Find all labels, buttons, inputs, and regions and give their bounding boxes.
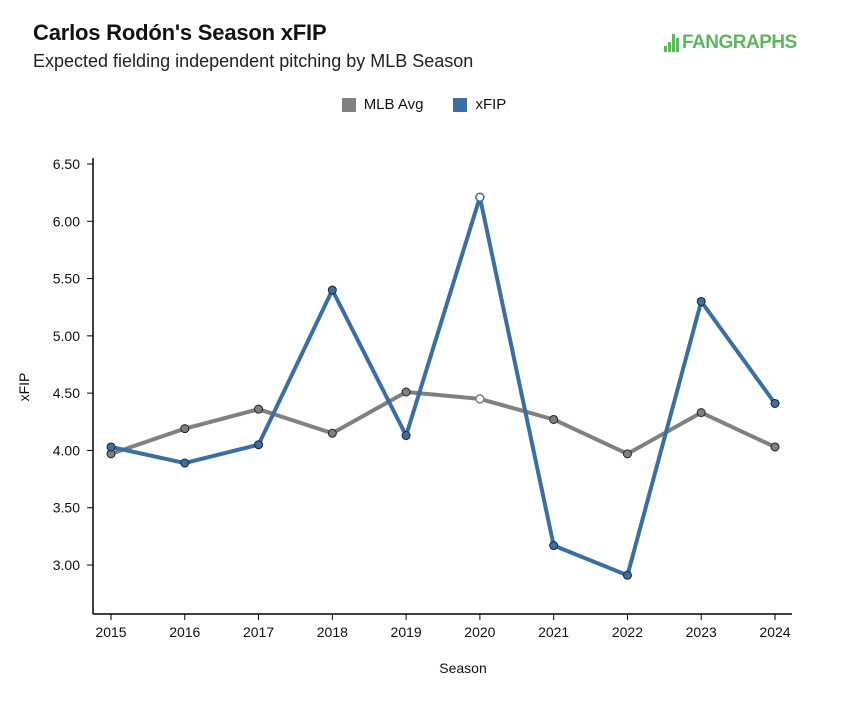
data-point-xfip [180,458,190,468]
y-tick-label: 4.50 [53,385,80,401]
data-point-mlb-avg [180,424,190,434]
data-point-mlb-avg [770,442,780,452]
chart-axis-labels: 3.00 3.50 4.00 4.50 5.00 5.50 6.00 6.50 2015 2016… [16,156,791,676]
y-tick-label: 3.50 [53,500,80,516]
data-point-xfip [401,431,411,441]
x-tick-label: 2021 [538,624,569,640]
data-point-xfip [475,192,485,202]
x-tick-label: 2024 [759,624,790,640]
data-point-xfip [622,570,632,580]
y-tick-label: 4.00 [53,442,80,458]
x-axis-title: Season [439,660,486,676]
y-tick-label: 5.50 [53,271,80,287]
data-point-xfip [770,398,780,408]
data-point-mlb-avg [549,414,559,424]
data-point-xfip [549,541,559,551]
x-tick-label: 2022 [612,624,643,640]
series-line-xfip [109,195,777,578]
chart-title: Carlos Rodón's Season xFIP [33,20,327,45]
data-point-mlb-avg [401,387,411,397]
x-tick-label: 2015 [95,624,126,640]
x-tick-label: 2016 [169,624,200,640]
data-point-xfip [106,442,116,452]
x-tick-label: 2019 [391,624,422,640]
data-point-mlb-avg [254,404,264,414]
data-point-xfip [327,285,337,295]
y-tick-label: 5.00 [53,328,80,344]
chart-lines [109,195,777,578]
y-tick-label: 6.00 [53,213,80,229]
y-tick-label: 3.00 [53,557,80,573]
data-point-xfip [696,296,706,306]
fangraphs-logo[interactable]: FANGRAPHS [664,32,797,54]
legend-label-xfip: xFIP [475,96,507,113]
x-tick-label: 2017 [243,624,274,640]
x-tick-label: 2020 [464,624,495,640]
chart-axes [87,158,792,620]
chart-points [106,192,780,580]
chart-legend: MLB Avg xFIP [0,96,848,113]
legend-swatch-mlb-avg [341,97,356,112]
data-point-xfip [254,440,264,450]
logo-bars-icon [664,34,680,52]
data-point-mlb-avg [696,408,706,418]
x-tick-label: 2023 [686,624,717,640]
x-tick-label: 2018 [317,624,348,640]
y-tick-label: 6.50 [53,156,80,172]
legend-swatch-xfip [453,97,468,112]
legend-item-xfip[interactable]: xFIP [453,96,506,113]
data-point-mlb-avg [475,394,485,404]
data-point-mlb-avg [327,428,337,438]
data-point-mlb-avg [622,449,632,459]
legend-item-mlb-avg[interactable]: MLB Avg [341,96,424,113]
chart-subtitle: Expected fielding independent pitching b… [33,51,474,71]
legend-label-mlb-avg: MLB Avg [363,96,424,113]
y-axis-title: xFIP [16,373,32,402]
logo-text: FANGRAPHS [682,32,797,53]
